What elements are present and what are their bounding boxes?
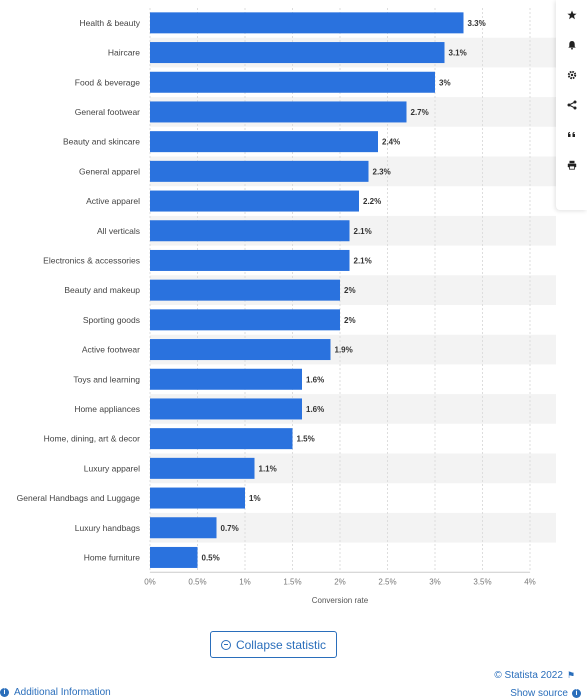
row-stripe [150, 512, 556, 543]
value-label: 2.7% [411, 108, 429, 117]
category-label: Luxury handbags [75, 523, 140, 533]
info-icon: i [0, 688, 9, 697]
bar[interactable] [150, 101, 407, 123]
value-label: 2% [344, 316, 356, 325]
bell-icon [567, 41, 576, 50]
value-label: 0.7% [221, 524, 239, 533]
x-tick-label: 0.5% [188, 577, 206, 586]
x-tick-label: 2.5% [378, 577, 396, 586]
bar[interactable] [150, 249, 350, 271]
value-label: 1.1% [259, 464, 277, 473]
collapse-statistic-button[interactable]: Collapse statistic [210, 631, 337, 658]
category-label: General apparel [79, 166, 140, 176]
value-label: 2.1% [354, 227, 372, 236]
additional-information-label: Additional Information [14, 687, 111, 698]
category-label: Health & beauty [80, 18, 141, 28]
quote-icon [567, 132, 575, 137]
category-label: Sporting goods [83, 315, 140, 325]
additional-information-link[interactable]: i Additional Information [0, 687, 111, 698]
bar[interactable] [150, 12, 464, 34]
bar[interactable] [150, 487, 245, 509]
category-label: Home appliances [74, 404, 140, 414]
x-tick-label: 0% [144, 577, 156, 586]
value-label: 0.5% [202, 553, 220, 562]
bar[interactable] [150, 190, 359, 212]
value-label: 1.6% [306, 375, 324, 384]
print-button[interactable] [556, 150, 587, 180]
collapse-icon [220, 639, 231, 650]
category-label: Home furniture [84, 552, 140, 562]
category-label: Active apparel [86, 196, 140, 206]
category-label: Toys and learning [73, 374, 140, 384]
bar[interactable] [150, 279, 340, 301]
value-label: 2.2% [363, 197, 381, 206]
bar[interactable] [150, 368, 302, 390]
bar-chart: Health & beauty Haircare Food & beverage Ge… [17, 8, 556, 605]
bar[interactable] [150, 339, 331, 361]
bar[interactable] [150, 131, 378, 153]
category-label: Home, dining, art & decor [44, 434, 141, 444]
bar[interactable] [150, 309, 340, 331]
show-source-link[interactable]: Show source i [510, 688, 581, 699]
value-label: 2.4% [382, 138, 400, 147]
value-label: 3% [439, 78, 451, 87]
info-icon: i [572, 689, 581, 698]
favorite-button[interactable] [556, 0, 587, 30]
value-label: 3.1% [449, 49, 467, 58]
share-icon [567, 100, 576, 110]
value-label: 1.5% [297, 435, 315, 444]
bar[interactable] [150, 71, 435, 93]
category-label: Electronics & accessories [43, 255, 140, 265]
category-label: General Handbags and Luggage [17, 493, 141, 503]
x-tick-label: 1% [239, 577, 251, 586]
category-label: Beauty and makeup [64, 285, 140, 295]
bar[interactable] [150, 160, 369, 182]
category-label: All verticals [97, 226, 140, 236]
gear-icon [567, 70, 576, 80]
x-tick-label: 4% [524, 577, 536, 586]
chart-toolbar [556, 0, 587, 210]
x-tick-label: 2% [334, 577, 346, 586]
value-label: 2.1% [354, 256, 372, 265]
value-label: 1.6% [306, 405, 324, 414]
value-label: 2.3% [373, 167, 391, 176]
value-label: 2% [344, 286, 356, 295]
value-label: 3.3% [468, 19, 486, 28]
copyright-text: © Statista 2022 [494, 670, 563, 681]
category-label: Active footwear [82, 345, 140, 355]
flag-icon: ⚑ [566, 670, 575, 680]
cite-button[interactable] [556, 120, 587, 150]
bar[interactable] [150, 398, 302, 420]
show-source-label: Show source [510, 688, 568, 699]
bar[interactable] [150, 546, 198, 568]
x-tick-label: 3.5% [473, 577, 491, 586]
category-label: Luxury apparel [84, 463, 140, 473]
category-label: Food & beverage [75, 77, 140, 87]
notification-button[interactable] [556, 30, 587, 60]
copyright-link[interactable]: © Statista 2022 ⚑ [494, 670, 575, 681]
x-tick-label: 3% [429, 577, 441, 586]
print-icon [567, 160, 576, 170]
share-button[interactable] [556, 90, 587, 120]
collapse-label: Collapse statistic [235, 637, 327, 652]
value-label: 1% [249, 494, 261, 503]
value-label: 1.9% [335, 346, 353, 355]
x-axis-title: Conversion rate [312, 596, 369, 605]
x-tick-label: 1.5% [283, 577, 301, 586]
category-label: General footwear [75, 107, 140, 117]
bar[interactable] [150, 220, 350, 242]
settings-button[interactable] [556, 60, 587, 90]
star-icon [566, 10, 577, 20]
bar[interactable] [150, 517, 217, 539]
bar[interactable] [150, 428, 293, 450]
bar[interactable] [150, 42, 445, 64]
category-label: Haircare [108, 48, 140, 58]
category-label: Beauty and skincare [63, 137, 140, 147]
bar[interactable] [150, 457, 255, 479]
